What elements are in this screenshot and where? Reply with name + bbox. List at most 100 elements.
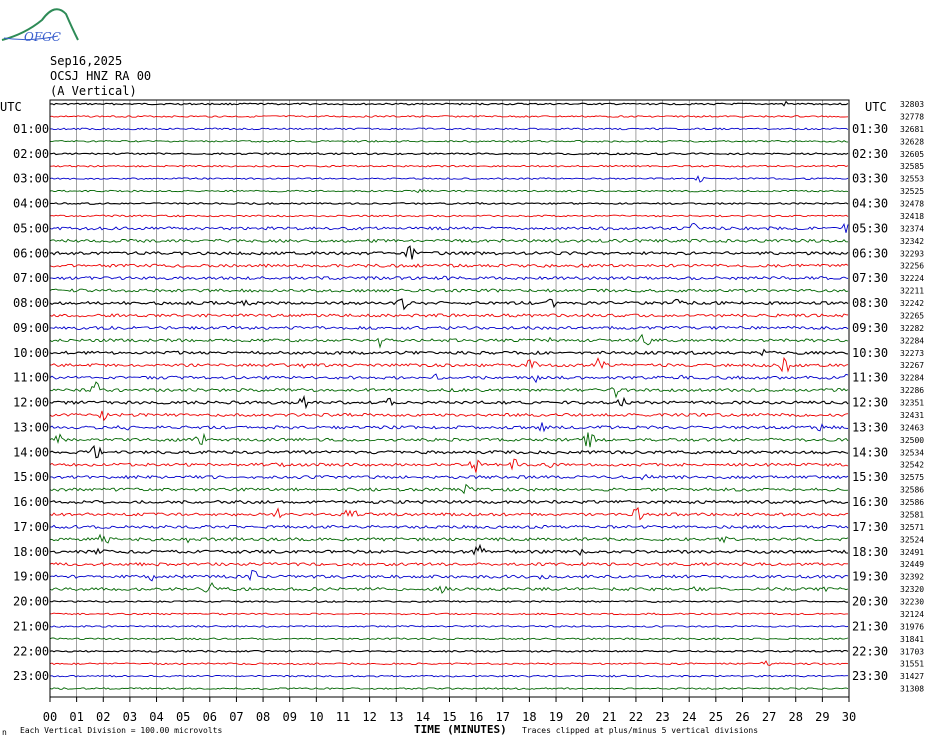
seismic-trace (49, 214, 849, 218)
scale-note: Each Vertical Division = 100.00 microvol… (20, 726, 222, 735)
left-hour-label: 11:00 (13, 371, 49, 385)
trace-count-label: 32282 (900, 324, 924, 333)
trace-count-label: 32449 (900, 560, 924, 569)
trace-count-label: 32374 (900, 224, 924, 233)
seismic-trace (49, 533, 849, 544)
x-axis-title: TIME (MINUTES) (414, 723, 507, 736)
x-tick-label: 24 (682, 710, 696, 724)
trace-count-label: 31841 (900, 635, 924, 644)
seismic-trace (49, 245, 849, 260)
trace-count-label: 32524 (900, 535, 924, 544)
left-hour-label: 03:00 (13, 172, 49, 186)
right-hour-label: 18:30 (852, 545, 888, 559)
x-tick-label: 01 (69, 710, 83, 724)
x-tick-label: 22 (629, 710, 643, 724)
left-hour-label: 05:00 (13, 221, 49, 235)
x-tick-label: 16 (469, 710, 483, 724)
x-tick-label: 28 (789, 710, 803, 724)
component-label: (A Vertical) (50, 84, 137, 98)
seismic-trace (49, 432, 849, 448)
trace-count-label: 32586 (900, 486, 924, 495)
left-hour-label: 13:00 (13, 420, 49, 434)
seismic-trace (49, 394, 849, 410)
right-hour-label: 20:30 (852, 595, 888, 609)
axis-labels: UTC UTC TIME (MINUTES) Each Vertical Div… (0, 100, 887, 737)
plot-grid (49, 100, 850, 702)
trace-count-label: 31976 (900, 622, 924, 631)
left-hour-label: 19:00 (13, 570, 49, 584)
logo-swoosh (1, 8, 79, 41)
right-hour-label: 21:30 (852, 619, 888, 633)
seismic-trace (49, 625, 849, 628)
seismic-trace (49, 687, 849, 690)
left-hour-label: 08:00 (13, 296, 49, 310)
x-tick-label: 09 (282, 710, 296, 724)
x-tick-label: 04 (149, 710, 163, 724)
x-tick-label: 18 (522, 710, 536, 724)
seismic-trace (49, 499, 849, 505)
left-hour-label: 20:00 (13, 595, 49, 609)
seismic-trace (49, 506, 849, 521)
seismic-trace (49, 175, 849, 183)
seismic-trace (49, 115, 849, 118)
seismic-trace (49, 422, 849, 433)
trace-count-label: 32284 (900, 336, 924, 345)
x-tick-label: 00 (43, 710, 57, 724)
trace-count-label: 32273 (900, 349, 924, 358)
trace-count-label: 32585 (900, 162, 924, 171)
x-tick-label: 12 (362, 710, 376, 724)
seismic-trace (49, 445, 849, 459)
trace-count-label: 32478 (900, 200, 924, 209)
seismic-traces (49, 100, 849, 690)
right-hour-label: 11:30 (852, 371, 888, 385)
seismic-trace (49, 410, 849, 422)
trace-count-label: 32293 (900, 249, 924, 258)
seismic-trace (49, 561, 848, 567)
seismic-trace (49, 313, 849, 318)
x-tick-label: 10 (309, 710, 323, 724)
left-hour-label: 18:00 (13, 545, 49, 559)
plot-date: Sep16,2025 (50, 54, 123, 68)
right-hour-label: 13:30 (852, 420, 888, 434)
seismic-trace (49, 100, 849, 107)
right-hour-label: 09:30 (852, 321, 888, 335)
trace-count-label: 32392 (900, 573, 924, 582)
seismic-trace (50, 275, 849, 281)
seismic-trace (49, 238, 848, 244)
seismic-trace (49, 152, 849, 156)
right-hour-label: 16:30 (852, 495, 888, 509)
trace-count-label: 32224 (900, 274, 924, 283)
x-tick-label: 17 (496, 710, 510, 724)
left-hour-label: 21:00 (13, 619, 49, 633)
trace-count-label: 32575 (900, 473, 924, 482)
right-hour-label: 03:30 (852, 172, 888, 186)
seismic-trace (49, 600, 848, 603)
logo-text: OFGC (24, 30, 61, 44)
seismic-trace (49, 356, 849, 373)
x-tick-label: 23 (655, 710, 669, 724)
left-hour-label: 15:00 (13, 470, 49, 484)
seismic-trace (49, 524, 849, 530)
plot-frame (49, 99, 850, 698)
seismic-trace (49, 373, 849, 384)
right-hour-label: 23:30 (852, 669, 888, 683)
trace-count-label: 32778 (900, 112, 924, 121)
seismic-trace (49, 637, 849, 641)
left-hour-label: 22:00 (13, 644, 49, 658)
left-hour-label: 17:00 (13, 520, 49, 534)
corner-mark: n (2, 728, 7, 737)
x-tick-label: 11 (336, 710, 350, 724)
seismic-trace (49, 333, 849, 349)
seismic-trace (49, 202, 849, 205)
trace-count-label: 32267 (900, 361, 924, 370)
ofgc-logo: OFGC (1, 8, 79, 44)
right-hour-label: 02:30 (852, 147, 888, 161)
right-hour-label: 14:30 (852, 445, 888, 459)
left-hour-label: 16:00 (13, 495, 49, 509)
trace-count-label: 32500 (900, 436, 924, 445)
seismic-trace (49, 483, 849, 495)
right-utc-label: UTC (865, 100, 887, 114)
trace-count-label: 32525 (900, 187, 924, 196)
trace-count-label: 32581 (900, 510, 924, 519)
